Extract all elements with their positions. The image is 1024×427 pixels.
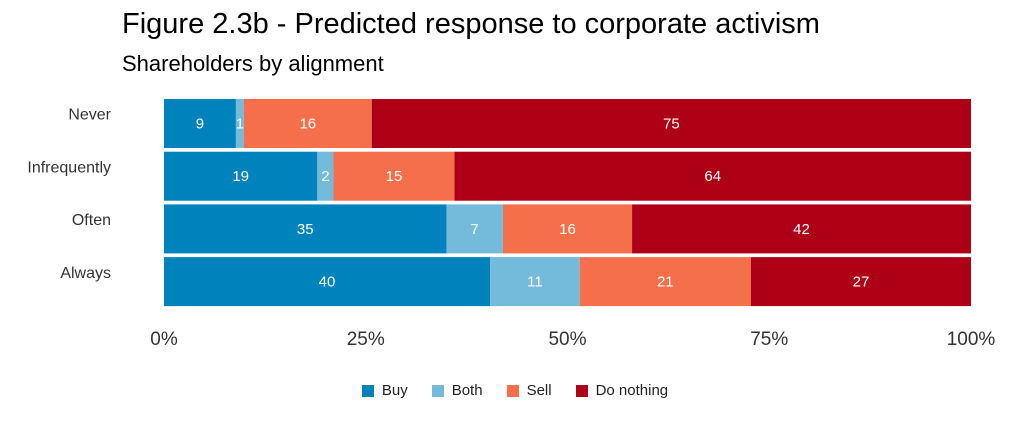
bar-always-sell [579, 257, 751, 307]
bar-never-sell [243, 99, 372, 148]
bar-often-sell [502, 204, 633, 254]
x-tick-label-0: 0% [150, 329, 178, 350]
data-label-infrequently-both: 2 [321, 168, 329, 185]
bar-never-buy [164, 99, 236, 148]
legend-swatch-buy [361, 384, 374, 397]
legend-label-do-nothing: Do nothing [595, 382, 669, 399]
data-label-infrequently-sell: 15 [386, 168, 403, 185]
legend-label-both: Both [451, 382, 483, 399]
data-label-always-sell: 21 [657, 274, 674, 291]
data-label-always-both: 11 [527, 274, 543, 291]
bar-always-do-nothing [750, 257, 971, 307]
category-label-always: Always [60, 265, 111, 282]
chart-subtitle: Shareholders by alignment [122, 51, 384, 76]
bar-never-both [235, 99, 244, 148]
legend-item-do-nothing: Do nothing [575, 382, 669, 399]
legend-item-sell: Sell [506, 382, 552, 399]
stacked-bar-chart: Never 9 1 16 75 Infrequently 19 2 15 64 Often 35 7 16… [27, 99, 996, 350]
category-label-infrequently: Infrequently [27, 159, 111, 176]
data-label-often-both: 7 [471, 221, 479, 238]
data-label-never-sell: 16 [299, 115, 316, 132]
category-label-never: Never [68, 107, 111, 124]
bar-infrequently-buy [164, 151, 318, 201]
bar-often-both [446, 204, 503, 254]
x-tick-label-1: 25% [347, 329, 385, 350]
bar-often-buy [164, 204, 447, 254]
data-label-often-sell: 16 [559, 221, 576, 238]
data-label-often-do-nothing: 42 [793, 221, 810, 238]
data-label-never-buy: 9 [196, 115, 204, 132]
legend-item-buy: Buy [361, 382, 408, 399]
data-label-always-do-nothing: 27 [853, 274, 870, 291]
legend-label-sell: Sell [526, 382, 552, 399]
x-tick-label-4: 100% [947, 329, 996, 350]
category-label-often: Often [72, 212, 111, 229]
legend-swatch-both [431, 384, 444, 397]
bar-always-buy [164, 257, 491, 307]
x-tick-label-3: 75% [750, 329, 788, 350]
data-label-never-both: 1 [236, 115, 244, 132]
bar-infrequently-both [317, 151, 334, 201]
bar-often-do-nothing [632, 204, 971, 254]
bar-infrequently-do-nothing [454, 151, 971, 201]
data-label-always-buy: 40 [319, 274, 336, 291]
legend-item-both: Both [431, 382, 483, 399]
legend-swatch-sell [506, 384, 519, 397]
x-tick-label-2: 50% [548, 329, 586, 350]
bar-never-do-nothing [371, 99, 972, 148]
legend-label-buy: Buy [381, 382, 408, 399]
data-label-never-do-nothing: 75 [663, 115, 680, 132]
data-label-infrequently-buy: 19 [232, 168, 249, 185]
chart-legend: Buy Both Sell Do nothing [0, 382, 1024, 399]
legend-swatch-do-nothing [575, 384, 588, 397]
data-label-often-buy: 35 [297, 221, 314, 238]
bar-always-both [490, 257, 580, 307]
data-label-infrequently-do-nothing: 64 [704, 168, 721, 185]
bar-infrequently-sell [333, 151, 455, 201]
chart-title: Figure 2.3b - Predicted response to corp… [122, 8, 820, 40]
